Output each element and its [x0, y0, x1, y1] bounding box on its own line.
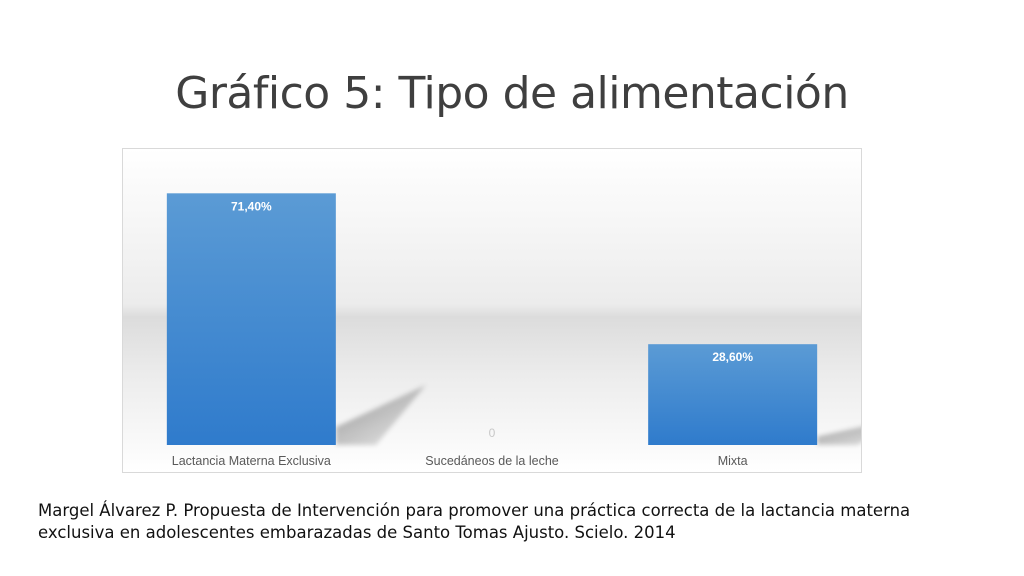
- data-label-1: 71,40%: [231, 199, 272, 213]
- category-label-3: Mixta: [718, 454, 748, 468]
- data-label-3: 28,60%: [712, 350, 753, 364]
- bar-1: [166, 193, 336, 445]
- bar-shadow: [335, 385, 426, 445]
- data-label-2: 0: [489, 426, 496, 440]
- bar-3: [648, 344, 818, 445]
- chart-frame: 71,40% 0 28,60% Lactancia Materna Exclusiv…: [122, 148, 862, 473]
- category-label-1: Lactancia Materna Exclusiva: [172, 454, 331, 468]
- citation-text: Margel Álvarez P. Propuesta de Intervenc…: [38, 501, 911, 542]
- category-label-2: Sucedáneos de la leche: [425, 454, 558, 468]
- bar-shadow: [817, 426, 861, 445]
- slide-title: Gráfico 5: Tipo de alimentación: [175, 68, 849, 119]
- bar-chart: 71,40% 0 28,60% Lactancia Materna Exclusiv…: [166, 193, 861, 468]
